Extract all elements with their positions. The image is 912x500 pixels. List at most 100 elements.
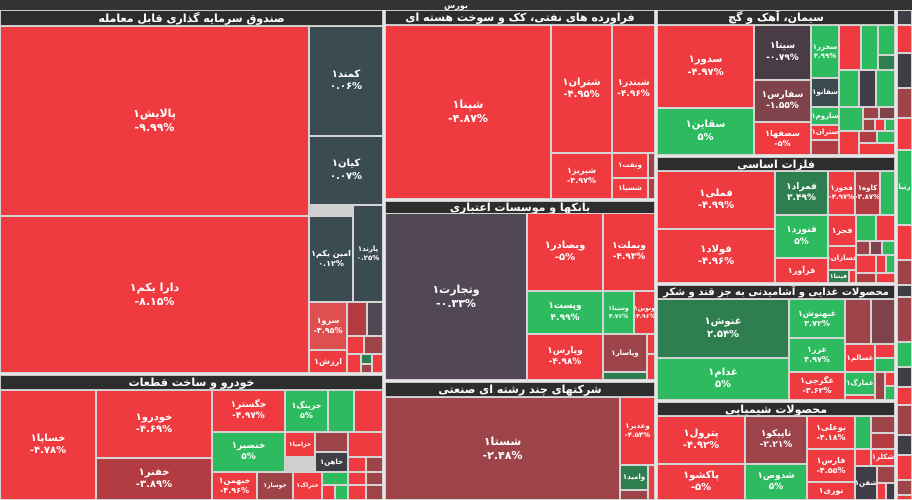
treemap-cell[interactable] (885, 386, 895, 400)
treemap-cell[interactable] (875, 119, 885, 131)
treemap-cell[interactable]: وبصادر۱ -۵% (527, 213, 603, 291)
sector-header[interactable]: فراورده های نفتی، کک و سوخت هسته ای (385, 10, 655, 25)
treemap-cell[interactable] (880, 171, 895, 215)
treemap-cell[interactable]: سقاین۱ ۵% (657, 108, 754, 155)
treemap-cell[interactable] (322, 485, 335, 500)
treemap-cell[interactable]: شدوص۱ ۵% (745, 464, 807, 500)
treemap-cell[interactable] (839, 25, 861, 70)
treemap-cell[interactable] (348, 457, 366, 472)
treemap-cell[interactable]: غگرجی۱ -۳.۶۲% (789, 372, 845, 400)
treemap-cell[interactable]: سخزر۱ ۴.۹۹% (811, 25, 839, 78)
treemap-cell[interactable] (897, 260, 912, 285)
treemap-cell[interactable]: دارا یکم۱ -۸.۱۵% (0, 216, 309, 373)
treemap-cell[interactable] (845, 395, 875, 400)
treemap-cell[interactable]: فجر۱ (828, 215, 856, 246)
treemap-cell[interactable] (877, 131, 895, 143)
treemap-cell[interactable]: فسازان۱ (828, 246, 856, 270)
treemap-cell[interactable]: پارند۱ ۰.۲۵% (353, 205, 383, 302)
treemap-cell[interactable] (859, 131, 877, 143)
treemap-cell[interactable] (897, 53, 912, 88)
treemap-cell[interactable] (849, 270, 856, 283)
treemap-cell[interactable] (897, 405, 912, 435)
treemap-cell[interactable] (878, 25, 895, 55)
treemap-cell[interactable] (647, 334, 655, 354)
treemap-cell[interactable] (885, 372, 895, 386)
treemap-cell[interactable]: وغدیر۱ -۴.۵۴% (620, 397, 655, 465)
treemap-cell[interactable]: وپارس۱ -۴.۹۸% (527, 334, 603, 380)
treemap-cell[interactable]: وپست۱ ۴.۹۹% (527, 291, 603, 334)
sector-header[interactable]: سیمان، آهک و گچ (657, 10, 895, 25)
treemap-cell[interactable]: ونوین۱ -۴.۹۶% (634, 291, 655, 334)
treemap-cell[interactable]: خزامیا۱ (285, 432, 315, 457)
treemap-cell[interactable] (876, 255, 886, 273)
treemap-cell[interactable]: خگستر۱ -۴.۹۷% (212, 390, 285, 432)
treemap-cell[interactable]: ختراک۱ (293, 472, 322, 500)
treemap-cell[interactable]: خرینگ۱ ۵% (285, 390, 328, 432)
treemap-cell[interactable]: کمند۱ ۰.۰۶% (309, 26, 383, 136)
treemap-cell[interactable] (367, 302, 383, 336)
treemap-cell[interactable] (845, 299, 871, 344)
treemap-cell[interactable] (870, 241, 882, 255)
treemap-cell[interactable]: خبهمن۱ -۴.۹۶% (212, 472, 257, 500)
treemap-cell[interactable]: ساروم۱ (811, 107, 839, 125)
treemap-cell[interactable] (603, 372, 647, 380)
treemap-cell[interactable] (875, 344, 895, 358)
treemap-cell[interactable]: خودرو۱ -۴.۶۹% (96, 390, 212, 458)
treemap-cell[interactable] (315, 432, 348, 452)
treemap-cell[interactable]: سفارس۱ -۱.۵۵% (754, 80, 811, 122)
treemap-cell[interactable]: شتران۱ -۴.۹۵% (551, 25, 612, 153)
treemap-cell[interactable]: شکلر۱ (871, 449, 895, 466)
treemap-cell[interactable]: امین یکم۱ ۰.۱۲% (309, 216, 353, 302)
treemap-cell[interactable]: سیتا۱ -۰.۷۹% (754, 25, 811, 80)
treemap-cell[interactable] (876, 215, 895, 241)
treemap-cell[interactable]: پالایش۱ -۹.۹۹% (0, 26, 309, 216)
treemap-cell[interactable]: غبهنوش۱ ۳.۷۲% (789, 299, 845, 338)
treemap-cell[interactable] (877, 466, 895, 483)
sector-header[interactable]: فلزات اساسی (657, 157, 895, 171)
treemap-cell[interactable] (897, 480, 912, 495)
treemap-cell[interactable] (856, 215, 876, 241)
treemap-cell[interactable]: بوعلی۱ -۴.۱۸% (807, 416, 855, 449)
treemap-cell[interactable] (328, 390, 354, 432)
treemap-cell[interactable] (876, 273, 895, 283)
treemap-cell[interactable] (897, 285, 912, 297)
treemap-cell[interactable] (897, 88, 912, 118)
treemap-cell[interactable] (875, 372, 885, 400)
treemap-cell[interactable] (871, 299, 895, 344)
treemap-cell[interactable] (361, 364, 372, 373)
treemap-cell[interactable]: خنصیر۱ ۵% (212, 432, 285, 472)
treemap-cell[interactable] (897, 25, 912, 53)
treemap-cell[interactable]: شستا۱ -۲.۴۸% (385, 397, 620, 500)
treemap-cell[interactable]: خاهن۱ (315, 452, 348, 472)
treemap-cell[interactable]: رتبا (897, 150, 912, 225)
treemap-cell[interactable]: فمراد۱ ۳.۴۹% (775, 171, 828, 215)
sector-header[interactable]: محصولات شیمیایی (657, 402, 895, 416)
treemap-cell[interactable] (897, 342, 912, 367)
treemap-cell[interactable]: فملی۱ -۴.۹۹% (657, 171, 775, 229)
treemap-cell[interactable]: کاوه۱ -۳.۸۷% (855, 171, 880, 215)
treemap-cell[interactable]: غدام۱ ۵% (657, 358, 789, 400)
treemap-cell[interactable] (877, 483, 886, 500)
treemap-cell[interactable]: سرو۱ -۳.۹۵% (309, 302, 347, 350)
treemap-cell[interactable] (855, 416, 871, 449)
treemap-cell[interactable] (897, 118, 912, 150)
treemap-cell[interactable] (335, 485, 348, 500)
treemap-cell[interactable]: ستران۱ (811, 125, 839, 140)
treemap-cell[interactable]: فخوز۱ -۴.۹۷% (828, 171, 855, 215)
sector-header[interactable]: صندوق سرمایه گذاری قابل معامله (0, 10, 383, 26)
treemap-cell[interactable] (859, 143, 895, 155)
treemap-cell[interactable] (364, 336, 383, 354)
treemap-cell[interactable] (839, 131, 859, 155)
treemap-cell[interactable] (347, 354, 361, 373)
treemap-cell[interactable] (322, 472, 348, 485)
treemap-cell[interactable] (366, 485, 383, 500)
sector-header[interactable]: خودرو و ساخت قطعات (0, 375, 383, 390)
sector-header[interactable]: شرکتهای چند رشته ای صنعتی (385, 382, 655, 397)
treemap-cell[interactable] (839, 70, 859, 107)
treemap-cell[interactable] (897, 435, 912, 455)
treemap-cell[interactable]: کیان۱ ۰.۰۷% (309, 136, 383, 205)
treemap-cell[interactable] (897, 297, 912, 342)
treemap-cell[interactable]: وسینا۱ ۴.۷۶% (603, 291, 634, 334)
treemap-cell[interactable]: فارس۱ -۴.۵۵% (807, 449, 855, 482)
treemap-cell[interactable]: خفنر۱ -۳.۸۹% (96, 458, 212, 500)
